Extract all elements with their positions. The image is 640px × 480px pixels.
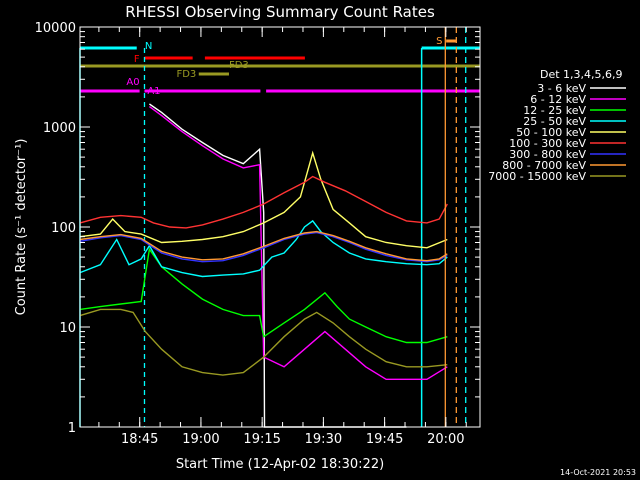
x-axis-label: Start Time (12-Apr-02 18:30:22): [176, 457, 384, 472]
x-tick-label: 18:45: [121, 432, 158, 447]
series-line-3: [79, 247, 448, 344]
legend-label-5: 50 - 100 keV: [516, 126, 586, 139]
legend-title: Det 1,3,4,5,6,9: [540, 68, 623, 81]
data-layer: [79, 27, 467, 428]
flags-layer: NF FD3 FD3 A0 A1 S: [79, 36, 480, 427]
legend-label-7: 300 - 800 keV: [509, 148, 586, 161]
legend-label-2: 6 - 12 keV: [530, 93, 586, 106]
series-line-4: [79, 219, 448, 278]
flag-label: FD3: [229, 60, 249, 71]
flag-label: N: [145, 41, 152, 52]
series-line-9: [79, 308, 448, 376]
series-line-8: [79, 230, 448, 262]
legend-label-3: 12 - 25 keV: [523, 104, 586, 117]
legend-label-6: 100 - 300 keV: [509, 137, 586, 150]
legend-label-8: 800 - 7000 keV: [502, 159, 586, 172]
chart-title: RHESSI Observing Summary Count Rates: [125, 3, 435, 21]
series-line-6: [79, 175, 448, 229]
flag-label: F: [134, 54, 140, 65]
y-tick-label: 100: [51, 221, 76, 236]
y-tick-label: 1000: [43, 121, 76, 136]
x-tick-label: 19:15: [243, 432, 280, 447]
legend-label-4: 25 - 50 keV: [523, 115, 586, 128]
flag-label: A0: [126, 77, 139, 88]
series-line-2: [148, 106, 448, 380]
legend-label-1: 3 - 6 keV: [537, 82, 586, 95]
axis-layer: 1 10 100 1000 10000 18:45 19:00 19:15 19:30 19:45…: [35, 21, 480, 447]
y-tick-label: 1: [68, 421, 76, 436]
series-line-5: [79, 150, 448, 249]
y-tick-label: 10000: [35, 21, 76, 36]
legend-label-9: 7000 - 15000 keV: [488, 170, 586, 183]
y-tick-label: 10: [59, 321, 76, 336]
x-tick-label: 19:30: [305, 432, 342, 447]
timestamp: 14-Oct-2021 20:53: [560, 468, 636, 477]
x-tick-label: 20:00: [427, 432, 464, 447]
flag-label: A1: [147, 86, 160, 97]
series-line-7: [79, 231, 448, 263]
flag-label: S: [436, 36, 442, 47]
y-axis-label: Count Rate (s⁻¹ detector⁻¹): [14, 139, 29, 316]
x-tick-label: 19:00: [182, 432, 219, 447]
x-tick-label: 19:45: [366, 432, 403, 447]
flag-label: FD3: [176, 69, 196, 80]
